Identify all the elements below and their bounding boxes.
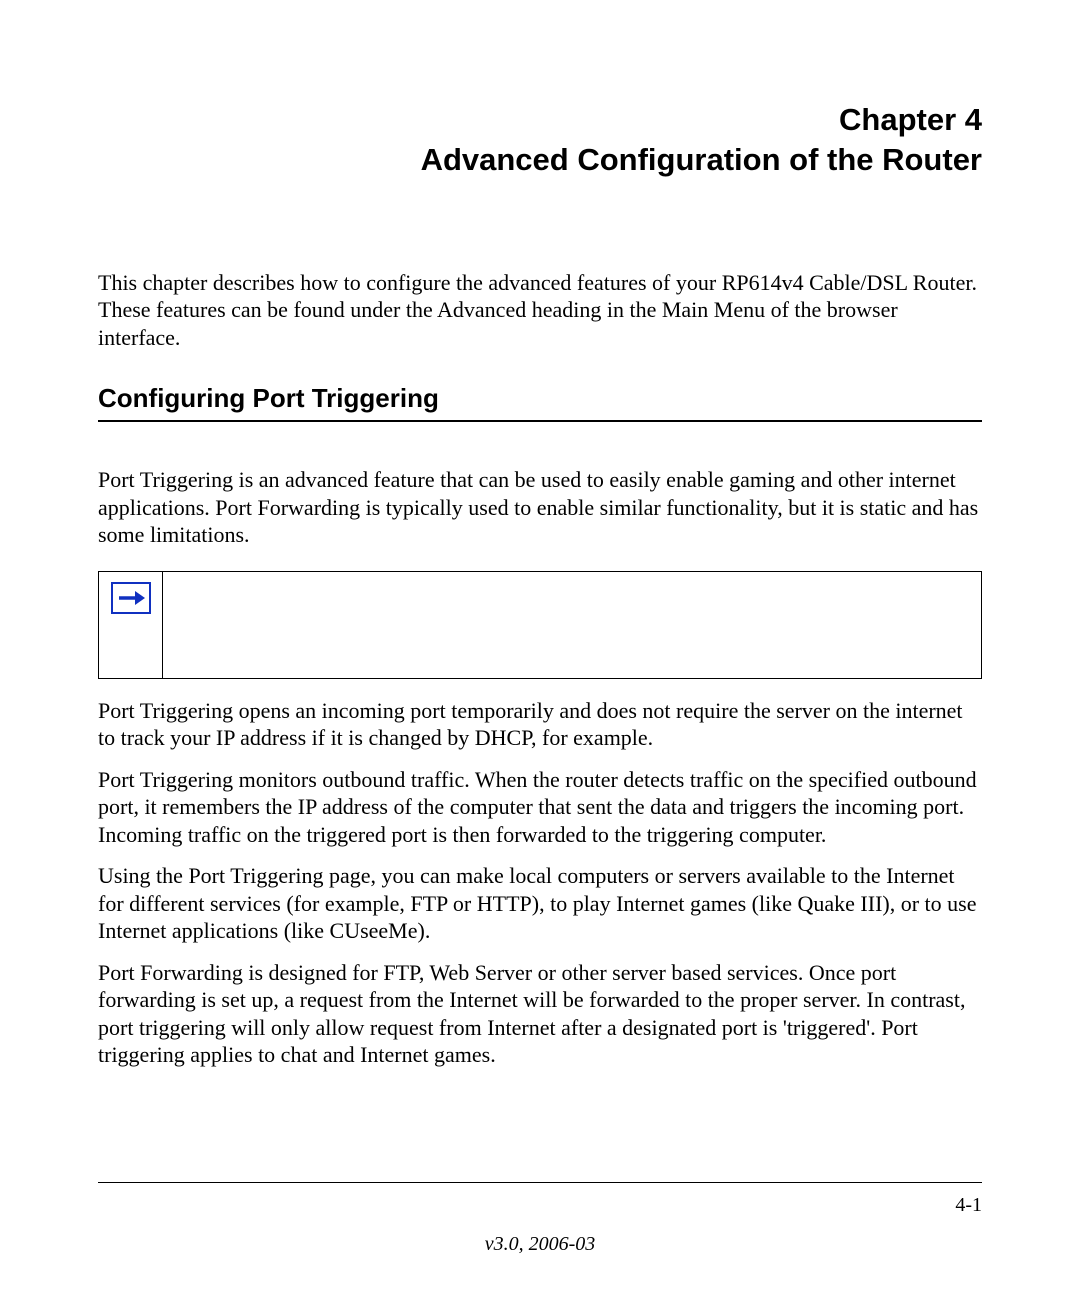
- footer-version: v3.0, 2006-03: [98, 1233, 982, 1256]
- page-number: 4-1: [955, 1193, 982, 1217]
- chapter-title: Advanced Configuration of the Router: [98, 140, 982, 180]
- footer-rule: [98, 1182, 982, 1183]
- section-p3: Port Triggering monitors outbound traffi…: [98, 766, 982, 849]
- section-p2: Port Triggering opens an incoming port t…: [98, 697, 982, 752]
- chapter-label: Chapter 4: [98, 100, 982, 140]
- page-footer: 4-1 v3.0, 2006-03: [98, 1182, 982, 1256]
- section-p5: Port Forwarding is designed for FTP, Web…: [98, 959, 982, 1069]
- arrow-right-icon: [111, 582, 151, 614]
- note-box: [98, 571, 982, 679]
- chapter-header: Chapter 4 Advanced Configuration of the …: [98, 100, 982, 181]
- note-icon-cell: [99, 572, 163, 678]
- section-p4: Using the Port Triggering page, you can …: [98, 862, 982, 945]
- note-content: [163, 572, 981, 678]
- section-heading: Configuring Port Triggering: [98, 383, 982, 422]
- chapter-intro: This chapter describes how to configure …: [98, 269, 982, 352]
- section-p1: Port Triggering is an advanced feature t…: [98, 466, 982, 549]
